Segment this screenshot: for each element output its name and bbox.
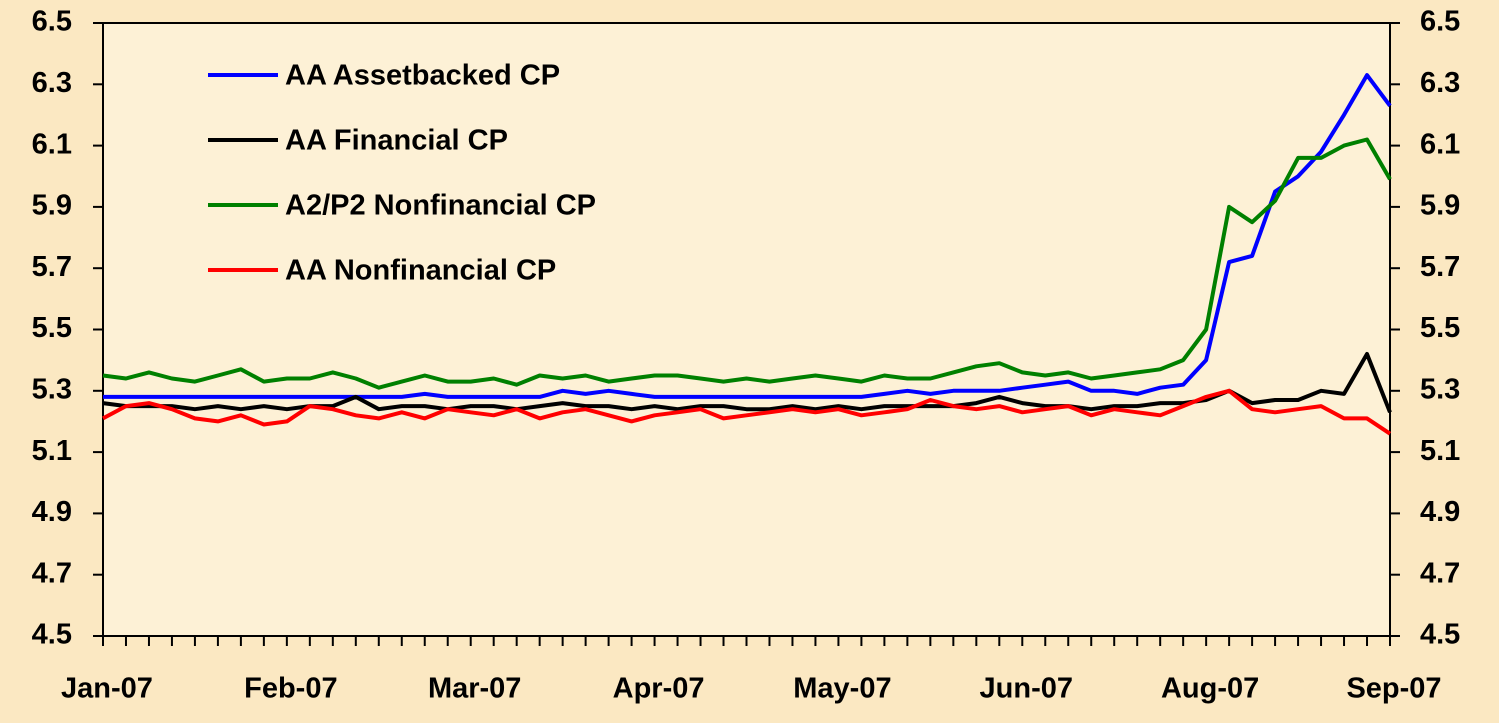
y2-tick-label: 5.9 [1420, 190, 1460, 222]
plot-area [102, 22, 1391, 637]
y-tick-label: 5.1 [32, 435, 72, 467]
legend-label: A2/P2 Nonfinancial CP [285, 190, 596, 222]
x-tick-label: Jan-07 [61, 673, 153, 705]
series-line [103, 73, 1392, 399]
y2-tick-label: 6.5 [1420, 6, 1460, 38]
y-tick-label: 4.5 [32, 619, 72, 651]
x-tick-label: Sep-07 [1346, 673, 1441, 705]
y2-tick-label: 5.5 [1420, 312, 1460, 344]
y2-tick-label: 5.7 [1420, 251, 1460, 283]
x-tick-label: Apr-07 [613, 673, 705, 705]
y-tick-label: 6.1 [32, 128, 72, 160]
y2-tick-label: 4.9 [1420, 496, 1460, 528]
series-line [102, 137, 1392, 390]
y2-tick-label: 6.3 [1420, 67, 1460, 99]
y-tick-label: 5.7 [32, 251, 72, 283]
x-tick-label: Mar-07 [428, 673, 522, 705]
legend-label: AA Financial CP [285, 125, 508, 157]
y-tick-label: 5.3 [32, 373, 72, 405]
y-tick-label: 4.7 [32, 557, 72, 589]
y-tick-label: 4.9 [32, 496, 72, 528]
x-tick-label: Jun-07 [980, 673, 1073, 705]
series-line [102, 388, 1392, 436]
y-tick-label: 5.9 [32, 190, 72, 222]
x-tick-label: Feb-07 [244, 673, 337, 705]
y-tick-label: 5.5 [32, 312, 72, 344]
legend-label: AA Assetbacked CP [285, 60, 560, 92]
y-tick-label: 6.3 [32, 67, 72, 99]
x-tick-label: Aug-07 [1161, 673, 1259, 705]
legend-label: AA Nonfinancial CP [285, 255, 556, 287]
y2-tick-label: 6.1 [1420, 128, 1460, 160]
y2-tick-label: 5.3 [1420, 373, 1460, 405]
y-tick-label: 6.5 [32, 6, 72, 38]
x-tick-label: May-07 [793, 673, 891, 705]
y2-tick-label: 4.7 [1420, 557, 1460, 589]
y2-tick-label: 4.5 [1420, 619, 1460, 651]
y2-tick-label: 5.1 [1420, 435, 1460, 467]
